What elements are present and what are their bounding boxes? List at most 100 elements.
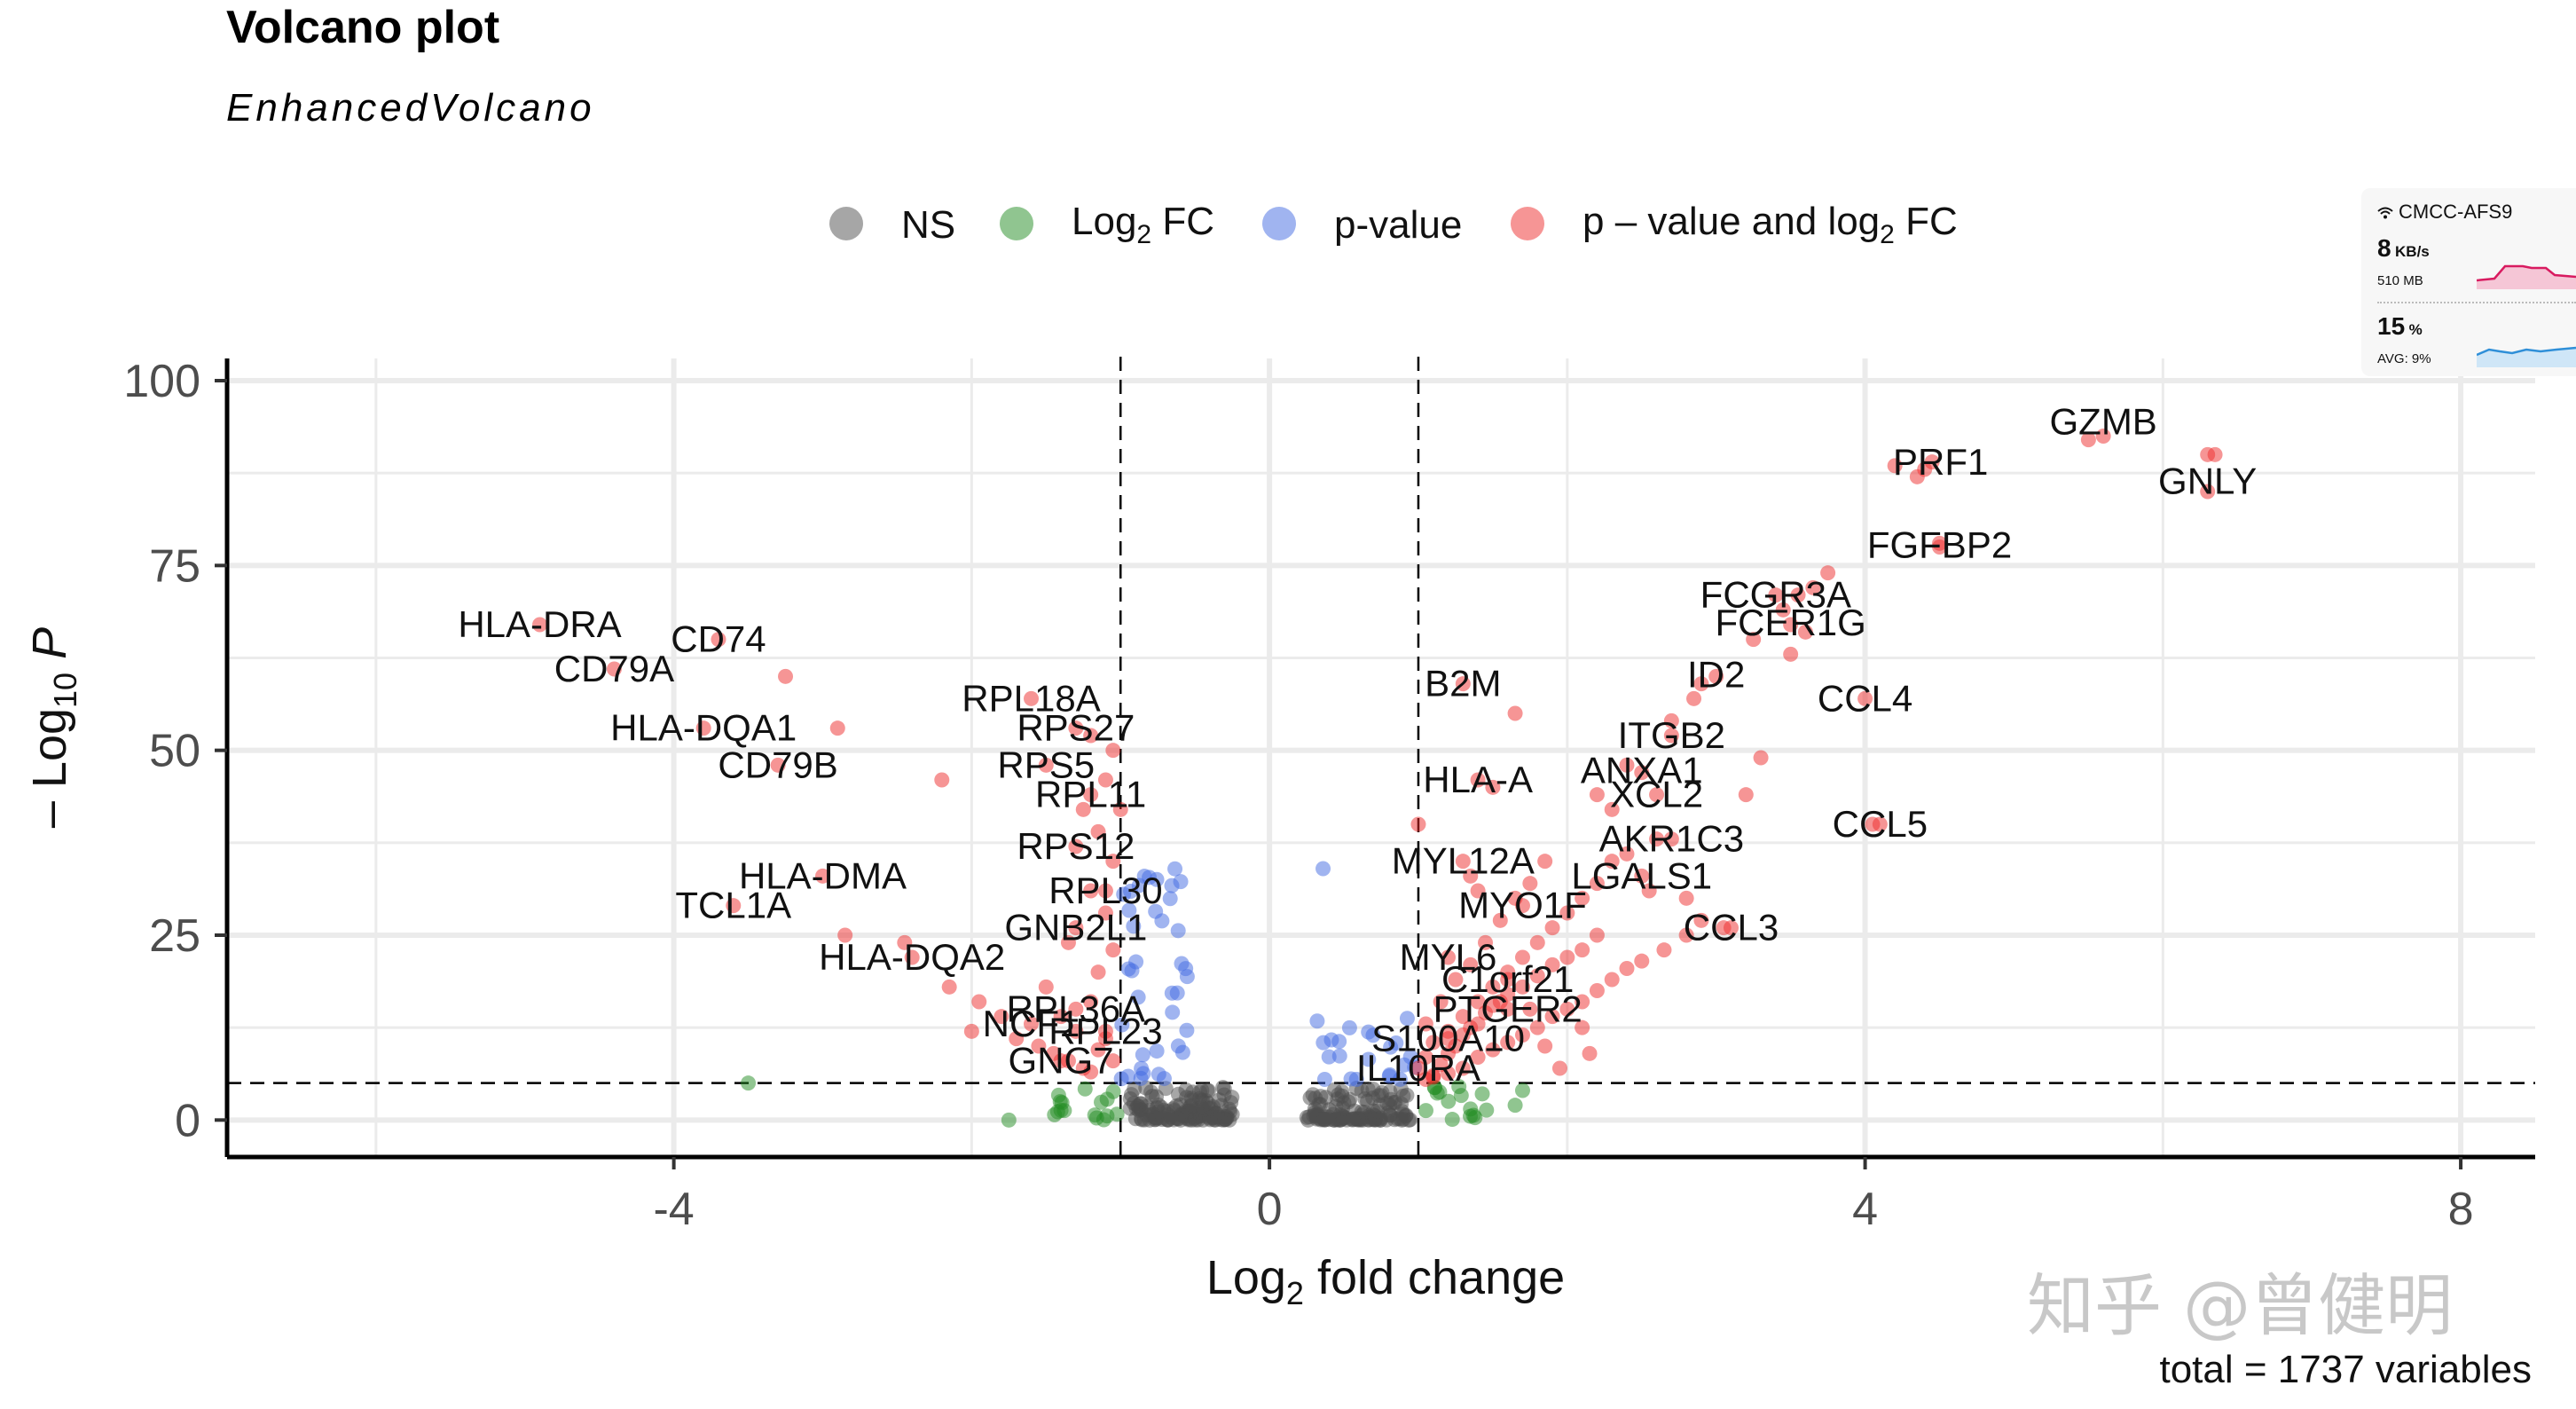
system-status-widget: CMCC-AFS9 8 KB/s 510 MB 15 % AVG: 9%: [2361, 188, 2576, 376]
point-log2fc: [1453, 1088, 1469, 1104]
point-significant: [1090, 823, 1106, 839]
point-pvalue: [1128, 954, 1144, 970]
point-significant: [1575, 994, 1590, 1010]
point-significant: [532, 617, 548, 633]
point-significant: [1619, 757, 1635, 773]
point-significant: [1083, 1064, 1099, 1080]
point-pvalue: [1179, 969, 1195, 985]
point-significant: [1544, 1009, 1560, 1025]
point-significant: [1522, 876, 1538, 892]
point-significant: [1537, 1038, 1553, 1054]
point-significant: [1083, 728, 1099, 744]
point-significant: [2200, 446, 2216, 462]
point-pvalue: [1170, 923, 1186, 939]
point-significant: [1738, 787, 1754, 803]
gene-label-gnly: GNLY: [2158, 460, 2257, 501]
point-significant: [1582, 1045, 1598, 1061]
point-ns: [1334, 1088, 1350, 1104]
gene-label-xcl2: XCL2: [1610, 774, 1703, 815]
gene-label-cd74: CD74: [671, 618, 766, 660]
point-significant: [1441, 1031, 1457, 1047]
point-significant: [1470, 883, 1486, 899]
point-pvalue: [1149, 1043, 1165, 1059]
data-points: [532, 429, 2223, 1128]
point-significant: [934, 772, 950, 788]
gene-label-rpl30: RPL30: [1048, 870, 1162, 911]
point-pvalue: [1179, 1022, 1195, 1038]
point-pvalue: [1315, 1035, 1331, 1051]
point-significant: [1097, 1023, 1113, 1039]
legend-both-label: p – value and log2 FC: [1583, 200, 1958, 249]
y-tick-label: 100: [123, 356, 200, 407]
point-significant: [1589, 876, 1605, 892]
point-significant: [1485, 979, 1501, 995]
gene-label-hla-dra: HLA-DRA: [458, 603, 621, 645]
gene-label-tcl1a: TCL1A: [675, 885, 791, 926]
point-significant: [1514, 979, 1530, 995]
point-significant: [1500, 972, 1516, 988]
point-significant: [1663, 728, 1679, 744]
grid-lines: [227, 358, 2535, 1157]
point-significant: [1559, 1001, 1575, 1017]
point-significant: [1619, 846, 1635, 862]
point-significant: [1068, 1001, 1084, 1017]
network-status: CMCC-AFS9: [2377, 201, 2512, 224]
point-significant: [1514, 949, 1530, 965]
point-significant: [1038, 757, 1054, 773]
gene-label-rpl11: RPL11: [1035, 774, 1146, 815]
point-significant: [1470, 1016, 1486, 1032]
point-pvalue: [1121, 902, 1137, 918]
point-significant: [1455, 854, 1471, 870]
point-significant: [1678, 890, 1694, 906]
gene-label-cd79b: CD79B: [718, 744, 837, 785]
gene-label-ptger2: PTGER2: [1433, 988, 1583, 1029]
gene-label-lgals1: LGALS1: [1571, 854, 1712, 896]
point-significant: [1575, 890, 1590, 906]
point-pvalue: [1148, 903, 1164, 919]
gene-label-anxa1: ANXA1: [1581, 750, 1703, 791]
network-speed: 8 KB/s: [2377, 234, 2430, 263]
point-significant: [606, 661, 622, 677]
point-ns: [1395, 1111, 1411, 1127]
point-log2fc: [1444, 1112, 1460, 1128]
point-log2fc: [1514, 1082, 1530, 1098]
point-significant: [1105, 854, 1121, 870]
point-significant: [1797, 624, 1813, 640]
point-significant: [1448, 972, 1464, 988]
point-significant: [1544, 920, 1560, 936]
point-pvalue: [1399, 1011, 1415, 1027]
point-significant: [1686, 690, 1702, 706]
gene-label-prf1: PRF1: [1893, 441, 1988, 483]
point-significant: [1105, 743, 1121, 759]
point-significant: [778, 668, 794, 684]
gene-label-rpl23: RPL23: [1048, 1010, 1162, 1051]
gene-label-il10ra: IL10RA: [1356, 1047, 1480, 1089]
wifi-icon: [2377, 207, 2393, 219]
point-significant: [1917, 461, 1933, 477]
point-significant: [1753, 750, 1769, 766]
axes: [224, 358, 2535, 1160]
gene-label-b2m: B2M: [1425, 663, 1501, 704]
point-significant: [1097, 883, 1113, 899]
point-significant: [904, 949, 920, 965]
point-significant: [1514, 898, 1530, 914]
point-significant: [1575, 942, 1590, 958]
point-significant: [2200, 484, 2216, 500]
legend-ns-marker: [829, 207, 863, 240]
point-significant: [1693, 912, 1709, 928]
y-tick-label: 0: [175, 1095, 200, 1146]
point-significant: [1746, 632, 1762, 648]
point-pvalue: [1162, 891, 1178, 907]
point-significant: [1090, 1042, 1106, 1058]
point-significant: [837, 927, 853, 943]
x-tick-label: 0: [1257, 1184, 1283, 1235]
cpu-average: AVG: 9%: [2377, 351, 2431, 366]
point-significant: [1053, 1053, 1069, 1069]
gene-label-ccl4: CCL4: [1818, 677, 1912, 719]
point-log2fc: [1418, 1103, 1433, 1119]
gene-label-fcgr3a: FCGR3A: [1700, 574, 1851, 616]
widget-divider: [2377, 302, 2576, 303]
gene-label-fgfbp2: FGFBP2: [1867, 524, 2012, 566]
point-significant: [1024, 1016, 1040, 1032]
